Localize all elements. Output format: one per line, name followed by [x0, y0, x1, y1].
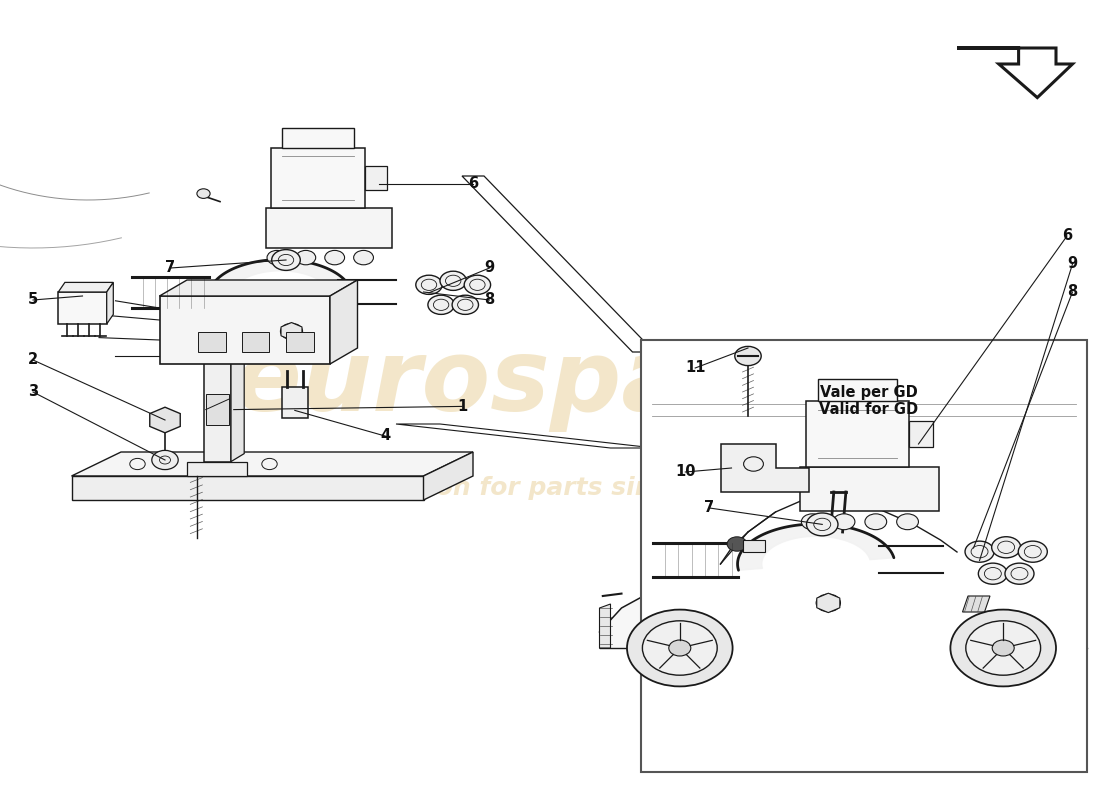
- Circle shape: [627, 610, 733, 686]
- Text: 2: 2: [28, 353, 38, 367]
- Polygon shape: [187, 462, 248, 476]
- Text: a passion for parts since 1985: a passion for parts since 1985: [338, 476, 762, 500]
- Circle shape: [896, 514, 918, 530]
- Polygon shape: [231, 350, 244, 462]
- Bar: [742, 540, 764, 552]
- Polygon shape: [818, 379, 896, 401]
- Polygon shape: [206, 394, 229, 426]
- Circle shape: [965, 541, 994, 562]
- Text: 6: 6: [1062, 229, 1072, 243]
- Circle shape: [452, 295, 478, 314]
- Circle shape: [950, 610, 1056, 686]
- Circle shape: [816, 594, 840, 612]
- Polygon shape: [72, 476, 424, 500]
- Polygon shape: [909, 421, 933, 447]
- Text: 10: 10: [675, 465, 695, 479]
- Bar: [641, 340, 1087, 772]
- Circle shape: [992, 537, 1021, 558]
- Circle shape: [735, 346, 761, 366]
- Circle shape: [806, 513, 838, 536]
- Bar: [286, 332, 313, 352]
- Circle shape: [197, 189, 210, 198]
- Circle shape: [865, 514, 887, 530]
- Polygon shape: [266, 208, 393, 248]
- Circle shape: [280, 323, 302, 339]
- Polygon shape: [365, 166, 387, 190]
- Circle shape: [642, 621, 717, 675]
- Polygon shape: [424, 452, 473, 500]
- Polygon shape: [283, 128, 354, 148]
- Polygon shape: [806, 401, 909, 467]
- Polygon shape: [150, 407, 180, 433]
- Bar: [242, 332, 270, 352]
- Text: 8: 8: [484, 293, 495, 307]
- Text: 9: 9: [484, 261, 495, 275]
- Text: Vale per GD: Vale per GD: [821, 385, 917, 399]
- Circle shape: [992, 640, 1014, 656]
- Circle shape: [802, 514, 823, 530]
- Circle shape: [978, 563, 1008, 584]
- Polygon shape: [204, 358, 231, 462]
- Circle shape: [724, 446, 739, 457]
- Polygon shape: [330, 280, 358, 364]
- Circle shape: [267, 250, 287, 265]
- Polygon shape: [72, 452, 473, 476]
- Polygon shape: [107, 282, 113, 324]
- Text: 7: 7: [704, 501, 715, 515]
- Polygon shape: [720, 444, 808, 492]
- Circle shape: [416, 275, 442, 294]
- Text: 8: 8: [1067, 285, 1078, 299]
- Circle shape: [428, 295, 454, 314]
- Polygon shape: [738, 524, 894, 570]
- Circle shape: [966, 621, 1041, 675]
- Circle shape: [324, 250, 344, 265]
- Polygon shape: [962, 596, 990, 612]
- Circle shape: [1005, 563, 1034, 584]
- Polygon shape: [160, 280, 358, 296]
- Polygon shape: [160, 296, 330, 364]
- Circle shape: [1019, 541, 1047, 562]
- Bar: [58, 292, 107, 324]
- Circle shape: [440, 271, 466, 290]
- Text: 11: 11: [685, 361, 705, 375]
- Text: 1: 1: [456, 399, 468, 414]
- Text: 9: 9: [1067, 257, 1078, 271]
- Text: 3: 3: [28, 385, 38, 399]
- Polygon shape: [817, 594, 839, 613]
- Circle shape: [354, 250, 373, 265]
- Circle shape: [669, 640, 691, 656]
- Text: 6: 6: [468, 177, 478, 191]
- Circle shape: [727, 537, 747, 551]
- Circle shape: [833, 514, 855, 530]
- Text: eurospares: eurospares: [233, 335, 867, 433]
- Polygon shape: [800, 467, 939, 511]
- Polygon shape: [280, 322, 302, 340]
- Polygon shape: [209, 260, 351, 302]
- Circle shape: [272, 250, 300, 270]
- Bar: [282, 387, 308, 418]
- Text: 4: 4: [379, 429, 390, 443]
- Polygon shape: [720, 496, 957, 564]
- Polygon shape: [600, 604, 610, 648]
- Text: 5: 5: [28, 293, 38, 307]
- Bar: [198, 332, 226, 352]
- Polygon shape: [272, 148, 365, 208]
- Circle shape: [152, 450, 178, 470]
- Polygon shape: [957, 48, 1072, 98]
- Text: Valid for GD: Valid for GD: [820, 402, 918, 417]
- Circle shape: [296, 250, 316, 265]
- Text: 7: 7: [165, 261, 176, 275]
- Circle shape: [464, 275, 491, 294]
- Polygon shape: [58, 282, 113, 292]
